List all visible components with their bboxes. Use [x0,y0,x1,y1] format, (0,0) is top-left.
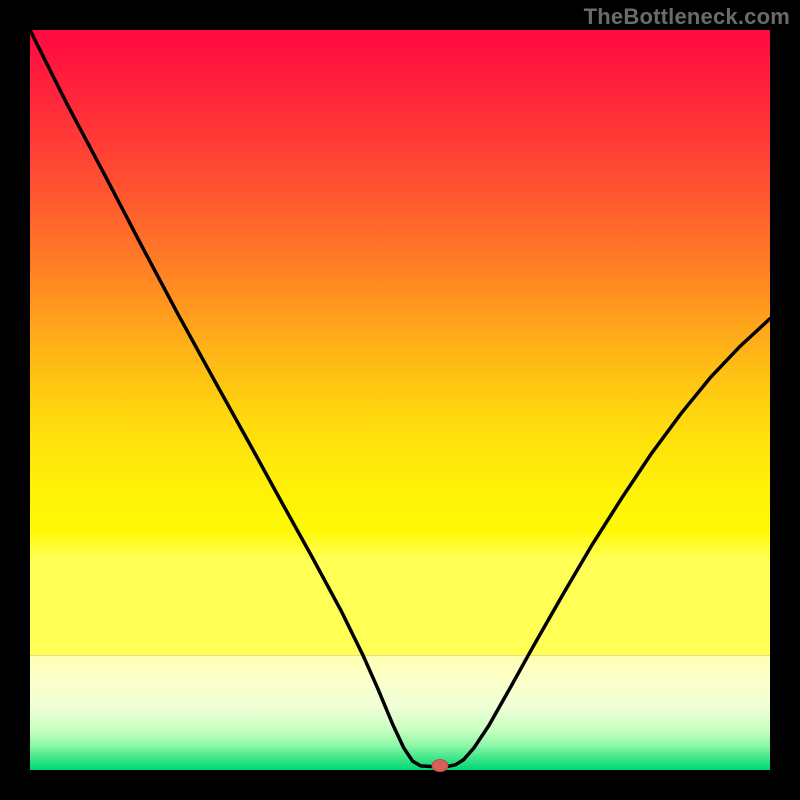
watermark-text: TheBottleneck.com [584,4,790,30]
optimal-point-marker [432,760,448,772]
gradient-main [30,30,770,655]
bottleneck-chart [0,0,800,800]
gradient-band [30,655,770,770]
chart-frame: TheBottleneck.com [0,0,800,800]
